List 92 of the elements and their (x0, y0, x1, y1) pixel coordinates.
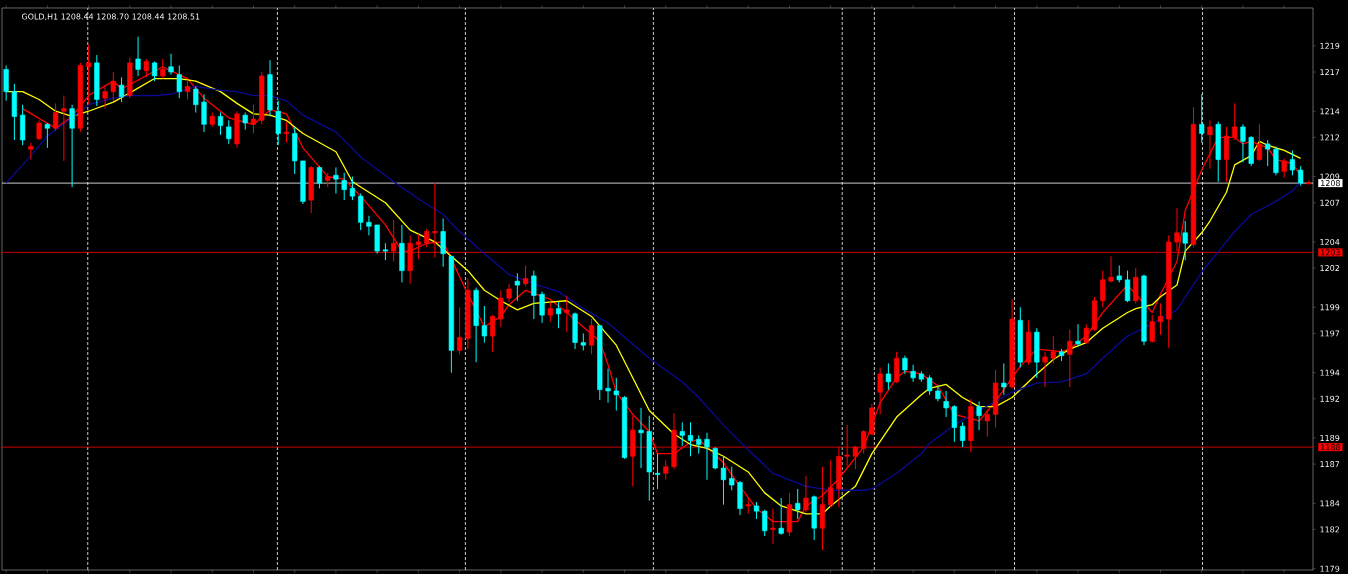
candlestick (1223, 126, 1230, 183)
candlestick (61, 95, 67, 162)
candlestick (1042, 351, 1048, 388)
candlestick (275, 100, 281, 146)
candlestick (69, 104, 75, 188)
candlestick (1289, 150, 1296, 176)
candlestick (1050, 335, 1056, 365)
candlestick (28, 142, 34, 161)
candlestick (795, 488, 801, 520)
candlestick (1281, 157, 1287, 179)
candlestick (44, 122, 50, 149)
candlestick (555, 301, 562, 329)
candlestick (184, 79, 191, 101)
candlestick (1067, 329, 1073, 388)
candlestick (1083, 323, 1089, 345)
candlestick (3, 65, 9, 102)
candlestick (613, 377, 619, 412)
candlestick (778, 497, 784, 536)
candlestick (1124, 270, 1131, 303)
candlestick (226, 119, 232, 145)
candlestick (1199, 93, 1205, 144)
candlestick (1298, 165, 1304, 187)
candlestick (1273, 146, 1279, 176)
candlestick (135, 36, 141, 77)
candlestick (720, 455, 727, 506)
candlestick (1207, 119, 1213, 170)
candlestick (1240, 123, 1246, 163)
candlestick (1182, 220, 1188, 261)
candlestick (654, 453, 661, 490)
candlestick (1133, 267, 1139, 304)
candlestick (539, 291, 545, 324)
candlestick (984, 408, 990, 438)
candlestick (102, 84, 108, 110)
candlestick (217, 112, 224, 136)
candlestick (951, 404, 957, 443)
candlestick (588, 318, 595, 355)
candlestick (250, 104, 257, 135)
candlestick (283, 121, 290, 144)
candlestick (424, 228, 430, 248)
candlestick (877, 366, 883, 416)
candlestick (201, 93, 207, 133)
candlestick (118, 76, 125, 103)
candlestick (1100, 270, 1106, 308)
candlestick (341, 172, 347, 201)
candlestick (885, 363, 891, 391)
candlestick (36, 119, 42, 141)
candlestick (828, 459, 834, 508)
candlestick (53, 102, 59, 132)
candlestick (638, 407, 644, 469)
candlestick (943, 390, 949, 418)
candlestick (803, 475, 809, 514)
candlestick (1108, 255, 1114, 284)
candlestick (366, 215, 372, 236)
candlestick (316, 165, 323, 189)
candlestick (1265, 139, 1271, 167)
candlestick (679, 421, 685, 447)
candlestick (894, 351, 900, 384)
candlestick (333, 167, 339, 195)
candlestick (959, 421, 966, 448)
candlestick (762, 509, 768, 537)
candlestick (506, 283, 512, 303)
candlestick (498, 289, 504, 328)
candlestick (193, 85, 199, 114)
candlestick (902, 355, 908, 375)
candlestick (704, 432, 710, 481)
candlestick (168, 53, 174, 76)
candlestick (522, 265, 529, 287)
candlestick (927, 374, 933, 396)
candlestick (1075, 323, 1081, 348)
candlestick (663, 459, 669, 481)
candlestick (564, 295, 570, 333)
candlestick (1001, 363, 1007, 396)
candlestick (1157, 302, 1164, 336)
candlestick (729, 466, 735, 491)
candlestick (440, 217, 446, 268)
candlestick (1256, 123, 1263, 162)
candlestick (696, 434, 702, 455)
candlestick (481, 305, 487, 344)
candlestick (1232, 102, 1238, 141)
candlestick (110, 71, 116, 102)
candlestick (531, 270, 537, 320)
candlestick (176, 65, 182, 99)
candlestick (976, 400, 982, 431)
candlestick (687, 421, 694, 457)
candlestick (514, 272, 520, 302)
candlestick (547, 301, 553, 323)
candlestick (910, 364, 916, 383)
candlestick (605, 368, 611, 404)
candlestick (457, 306, 463, 355)
candlestick (490, 314, 496, 353)
candlestick (349, 176, 356, 201)
candlestick (1149, 314, 1155, 344)
